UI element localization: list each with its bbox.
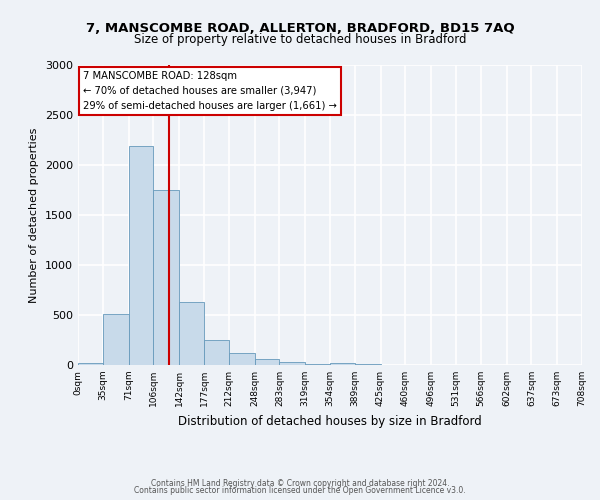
- Bar: [103, 314, 128, 365]
- Text: Contains public sector information licensed under the Open Government Licence v3: Contains public sector information licen…: [134, 486, 466, 495]
- Bar: [254, 359, 280, 365]
- Bar: [204, 340, 229, 365]
- Bar: [280, 362, 305, 365]
- Bar: [330, 363, 355, 365]
- Text: 7 MANSCOMBE ROAD: 128sqm
← 70% of detached houses are smaller (3,947)
29% of sem: 7 MANSCOMBE ROAD: 128sqm ← 70% of detach…: [83, 71, 337, 110]
- Bar: [229, 353, 254, 365]
- Text: Contains HM Land Registry data © Crown copyright and database right 2024.: Contains HM Land Registry data © Crown c…: [151, 478, 449, 488]
- Bar: [305, 364, 330, 365]
- Bar: [78, 363, 103, 365]
- Y-axis label: Number of detached properties: Number of detached properties: [29, 128, 40, 302]
- Bar: [128, 146, 154, 365]
- X-axis label: Distribution of detached houses by size in Bradford: Distribution of detached houses by size …: [178, 414, 482, 428]
- Bar: [154, 190, 179, 365]
- Bar: [355, 364, 380, 365]
- Bar: [179, 302, 204, 365]
- Text: Size of property relative to detached houses in Bradford: Size of property relative to detached ho…: [134, 32, 466, 46]
- Text: 7, MANSCOMBE ROAD, ALLERTON, BRADFORD, BD15 7AQ: 7, MANSCOMBE ROAD, ALLERTON, BRADFORD, B…: [86, 22, 514, 36]
